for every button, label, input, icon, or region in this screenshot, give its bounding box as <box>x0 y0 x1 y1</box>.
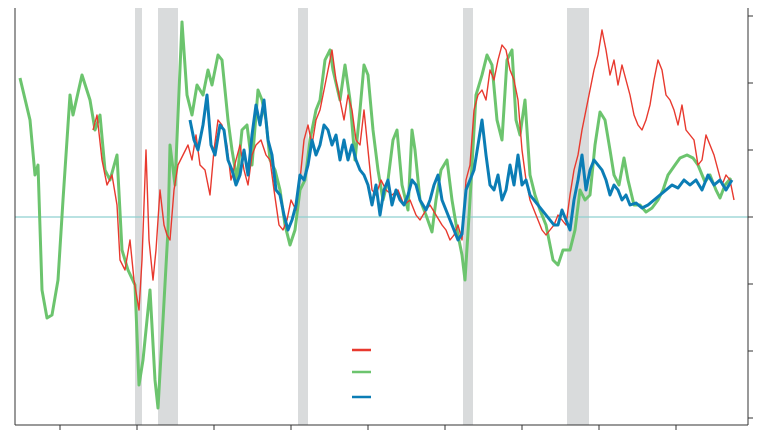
series-line <box>92 29 735 311</box>
series-line <box>188 93 734 242</box>
axes <box>14 8 753 430</box>
series-line <box>18 20 733 410</box>
series-lines <box>18 20 735 410</box>
legend <box>352 348 371 399</box>
